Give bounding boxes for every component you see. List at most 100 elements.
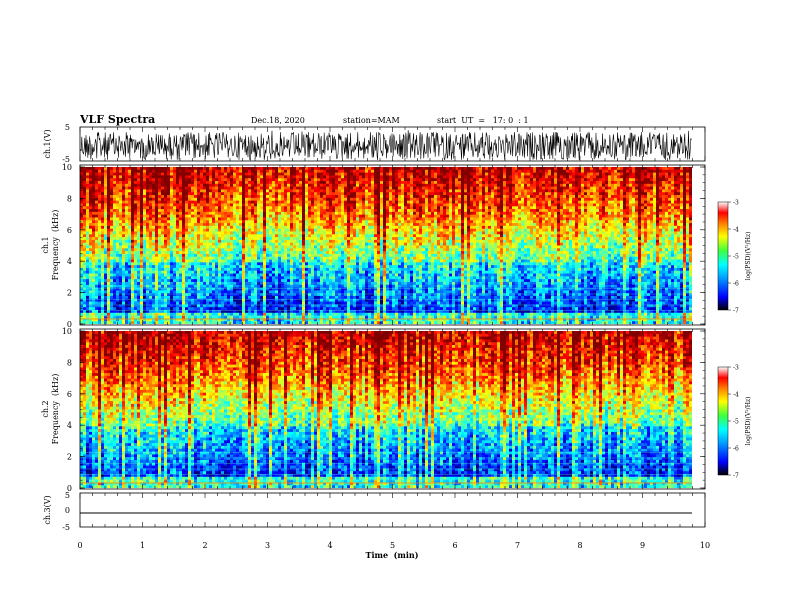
spectrogram-cell bbox=[257, 234, 261, 238]
spectrogram-cell bbox=[125, 301, 129, 305]
spectrogram-cell bbox=[209, 287, 213, 291]
spectrogram-cell bbox=[314, 287, 318, 291]
spectrogram-cell bbox=[98, 189, 102, 193]
spectrogram-cell bbox=[275, 203, 279, 207]
spectrogram-cell bbox=[173, 169, 177, 173]
spectrogram-cell bbox=[194, 239, 198, 244]
spectrogram-cell bbox=[110, 253, 114, 258]
spectrogram-cell bbox=[170, 251, 174, 255]
spectrogram-cell bbox=[83, 290, 87, 294]
spectrogram-cell bbox=[197, 290, 201, 294]
spectrogram-cell bbox=[113, 273, 117, 277]
spectrogram-cell bbox=[281, 309, 285, 314]
spectrogram-cell bbox=[143, 321, 147, 324]
spectrogram-cell bbox=[257, 214, 261, 218]
spectrogram-cell bbox=[239, 295, 243, 300]
spectrogram-cell bbox=[149, 245, 153, 249]
spectrogram-cell bbox=[197, 197, 201, 202]
spectrogram-cell bbox=[227, 228, 231, 232]
spectrogram-cell bbox=[89, 253, 93, 258]
spectrogram-cell bbox=[278, 200, 282, 204]
spectrogram-cell bbox=[215, 192, 219, 196]
spectrogram-cell bbox=[89, 307, 93, 311]
spectrogram-cell bbox=[317, 203, 321, 207]
spectrogram-cell bbox=[98, 175, 102, 179]
spectrogram-cell bbox=[170, 281, 174, 286]
spectrogram-cell bbox=[149, 220, 153, 224]
spectrogram-cell bbox=[218, 178, 222, 182]
spectrogram-cell bbox=[137, 214, 141, 218]
spectrogram-cell bbox=[110, 287, 114, 291]
spectrogram-cell bbox=[308, 267, 312, 272]
spectrogram-cell bbox=[296, 256, 300, 260]
spectrogram-cell bbox=[284, 307, 288, 311]
spectrogram-cell bbox=[293, 279, 297, 283]
spectrogram-cell bbox=[293, 197, 297, 202]
spectrogram-cell bbox=[95, 281, 99, 286]
spectrogram-cell bbox=[146, 175, 150, 179]
spectrogram-cell bbox=[155, 259, 159, 263]
spectrogram-cell bbox=[170, 315, 174, 319]
spectrogram-cell bbox=[209, 200, 213, 204]
spectrogram-cell bbox=[170, 287, 174, 291]
spectrogram-cell bbox=[176, 273, 180, 277]
spectrogram-cell bbox=[152, 220, 156, 224]
spectrogram-cell bbox=[170, 234, 174, 238]
spectrogram-cell bbox=[338, 203, 342, 207]
spectrogram-cell bbox=[209, 267, 213, 272]
spectrogram-cell bbox=[170, 239, 174, 244]
spectrogram-cell bbox=[302, 231, 306, 235]
spectrogram-cell bbox=[254, 253, 258, 258]
spectrogram-cell bbox=[275, 284, 279, 288]
spectrogram-cell bbox=[242, 197, 246, 202]
spectrogram-cell bbox=[128, 203, 132, 207]
spectrogram-cell bbox=[200, 312, 204, 316]
spectrogram-cell bbox=[281, 245, 285, 249]
spectrogram-cell bbox=[92, 262, 96, 266]
spectrogram-cell bbox=[191, 183, 195, 188]
spectrogram-cell bbox=[257, 220, 261, 224]
spectrogram-cell bbox=[161, 178, 165, 182]
spectrogram-cell bbox=[287, 239, 291, 244]
spectrogram-cell bbox=[260, 211, 264, 216]
spectrogram-cell bbox=[89, 200, 93, 204]
spectrogram-cell bbox=[332, 295, 336, 300]
spectrogram-cell bbox=[236, 265, 240, 269]
spectrogram-cell bbox=[305, 211, 309, 216]
spectrogram-cell bbox=[203, 281, 207, 286]
spectrogram-cell bbox=[287, 209, 291, 213]
spectrogram-cell bbox=[170, 172, 174, 176]
spectrogram-cell bbox=[227, 312, 231, 316]
spectrogram-cell bbox=[149, 203, 153, 207]
spectrogram-cell bbox=[125, 295, 129, 300]
spectrogram-cell bbox=[191, 295, 195, 300]
spectrogram-cell bbox=[149, 209, 153, 213]
spectrogram-cell bbox=[245, 245, 249, 249]
spectrogram-cell bbox=[257, 192, 261, 196]
spectrogram-cell bbox=[83, 270, 87, 274]
spectrogram-cell bbox=[299, 192, 303, 196]
spectrogram-cell bbox=[155, 276, 159, 280]
spectrogram-cell bbox=[125, 234, 129, 238]
spectrogram-cell bbox=[164, 192, 168, 196]
spectrogram-cell bbox=[104, 265, 108, 269]
spectrogram-cell bbox=[89, 267, 93, 272]
spectrogram-cell bbox=[332, 270, 336, 274]
spectrogram-cell bbox=[137, 172, 141, 176]
spectrogram-cell bbox=[320, 304, 324, 308]
spectrogram-cell bbox=[98, 265, 102, 269]
spectrogram-cell bbox=[125, 245, 129, 249]
spectrogram-cell bbox=[311, 220, 315, 224]
spectrogram-cell bbox=[191, 304, 195, 308]
spectrogram-cell bbox=[161, 253, 165, 258]
spectrogram-cell bbox=[128, 293, 132, 297]
spectrogram-cell bbox=[155, 312, 159, 316]
spectrogram-cell bbox=[224, 200, 228, 204]
spectrogram-cell bbox=[179, 284, 183, 288]
spectrogram-cell bbox=[206, 242, 210, 246]
spectrogram-cell bbox=[173, 293, 177, 297]
spectrogram-cell bbox=[305, 304, 309, 308]
spectrogram-cell bbox=[317, 178, 321, 182]
spectrogram-cell bbox=[86, 231, 90, 235]
spectrogram-cell bbox=[152, 209, 156, 213]
